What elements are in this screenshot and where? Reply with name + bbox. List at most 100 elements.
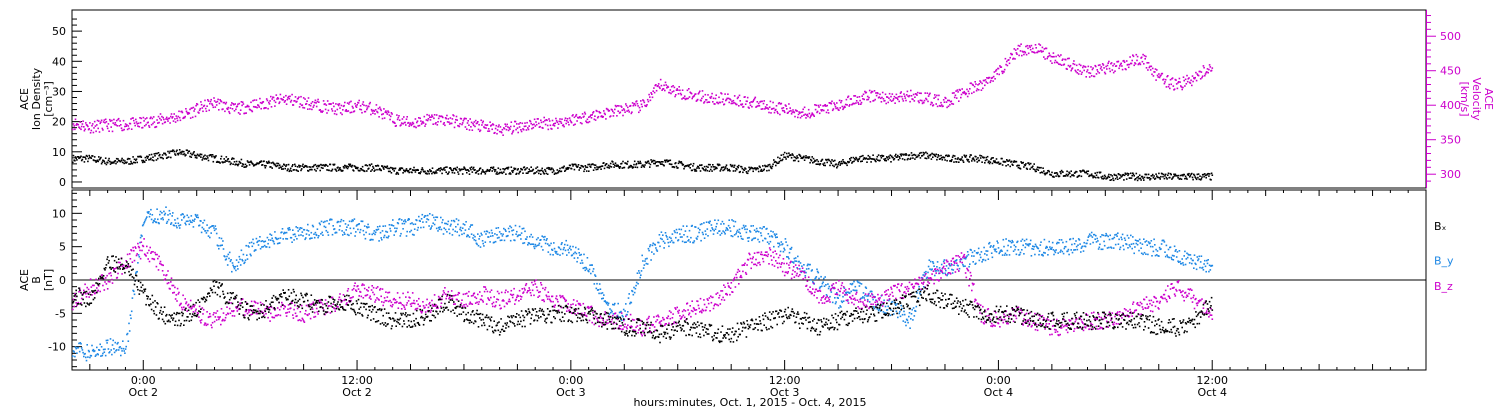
by-point [241,260,244,262]
velocity-point [811,112,813,114]
velocity-point [500,131,503,134]
velocity-point [1017,44,1020,47]
density-point [855,156,857,159]
by-point [964,265,966,267]
by-point [936,261,939,263]
density-point [1196,173,1199,176]
velocity-point [978,83,981,85]
by-point [452,228,454,231]
velocity-point [1206,68,1209,70]
by-point [343,231,345,234]
density-point [1124,172,1127,175]
velocity-point [948,99,950,102]
velocity-point [757,105,759,107]
density-point [618,166,620,168]
by-point [957,265,959,267]
velocity-point [730,102,733,105]
velocity-point [270,106,273,108]
velocity-point [1202,65,1205,67]
density-point [307,170,310,172]
density-point [1086,173,1089,175]
density-point [389,170,391,173]
velocity-point [650,92,652,94]
velocity-point [684,98,687,101]
density-point [871,158,874,160]
velocity-point [561,118,563,120]
density-point [719,170,722,172]
velocity-point [97,127,99,130]
velocity-point [797,113,800,116]
density-point [994,160,996,162]
velocity-point [947,105,950,108]
velocity-point [834,105,837,108]
velocity-point [690,92,693,95]
density-point [948,155,950,157]
by-point [339,220,342,223]
by-point [392,219,394,221]
velocity-point [72,123,75,125]
velocity-point [1167,85,1170,88]
velocity-point [808,112,811,115]
density-point [486,168,489,171]
velocity-point [844,103,847,106]
density-point [150,157,152,160]
velocity-point [973,91,975,93]
by-point [598,283,601,285]
density-point [759,166,761,169]
density-point [762,165,764,167]
velocity-point [296,100,298,103]
density-point [841,162,844,165]
density-point [512,169,515,172]
by-point [78,350,81,353]
velocity-point [509,125,512,128]
velocity-point [172,116,174,118]
velocity-point [924,92,926,94]
by-point [358,223,360,225]
by-point [1126,234,1129,237]
by-point [322,221,325,224]
velocity-point [906,90,909,93]
density-point [509,172,511,174]
velocity-point [429,119,432,121]
density-point [494,169,497,171]
by-point [471,224,474,226]
by-point [456,231,458,233]
velocity-point [433,114,436,116]
density-point [1012,164,1014,166]
by-point [886,309,889,311]
by-point [509,225,511,227]
by-point [542,236,545,238]
density-point [79,156,82,159]
density-point [513,167,515,170]
velocity-point [189,117,192,119]
by-point [381,238,383,241]
velocity-point [751,105,753,108]
density-point [640,166,643,168]
by-point [899,310,901,313]
density-point [764,164,766,167]
density-point [989,161,992,163]
by-point [670,237,672,240]
density-point [990,157,993,159]
density-point [815,163,818,165]
density-point [712,164,714,166]
velocity-point [290,99,293,102]
velocity-point [783,110,785,112]
by-point [229,260,232,263]
by-point [936,266,938,268]
density-point [375,165,378,167]
density-point [1074,171,1077,174]
by-point [425,221,428,223]
by-point [183,215,186,218]
density-point [1194,176,1196,178]
density-point [1166,178,1168,180]
by-point [1122,244,1124,247]
velocity-point [670,92,672,95]
velocity-point [324,108,327,111]
velocity-point [480,119,482,122]
by-point [908,315,910,318]
by-point [244,261,246,264]
by-point [1027,243,1029,246]
density-point [1136,179,1139,182]
density-point [510,166,513,168]
